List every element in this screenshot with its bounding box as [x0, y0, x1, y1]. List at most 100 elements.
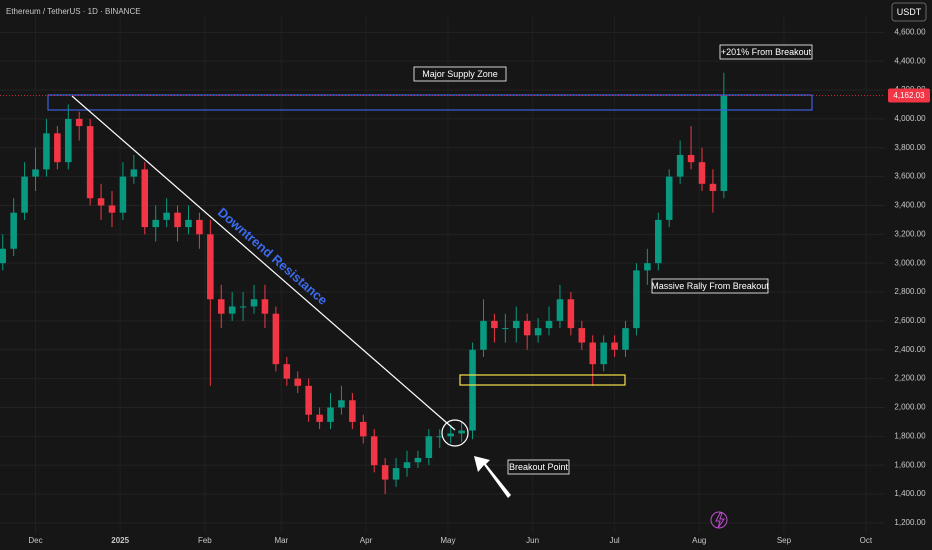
y-tick-label: 3,200.00 — [894, 229, 926, 238]
y-tick-label: 1,400.00 — [894, 489, 926, 498]
candle-body — [141, 169, 149, 228]
candle-body — [174, 212, 181, 228]
candle-body — [600, 342, 607, 365]
y-tick-label: 2,800.00 — [894, 287, 926, 296]
axes: 1,200.00 1,400.00 1,600.00 1,800.00 2,000.00… — [0, 27, 930, 545]
candle-body — [676, 154, 684, 177]
candle-body — [633, 270, 640, 329]
last-price-label: 4,162.03 — [893, 91, 925, 100]
x-tick-label: Aug — [692, 536, 706, 545]
candle-body — [86, 126, 94, 199]
candle-body — [130, 169, 138, 177]
candle-body — [163, 212, 170, 220]
candles — [0, 72, 728, 495]
candle-body — [447, 433, 454, 437]
label-box — [507, 459, 570, 475]
last-price-box — [888, 88, 930, 103]
candle-body — [305, 385, 312, 415]
label-box — [413, 66, 507, 82]
candle-body — [578, 328, 586, 343]
candle-body — [217, 299, 225, 314]
candle-body — [338, 400, 345, 408]
label-box — [651, 278, 769, 294]
y-tick-label: 1,800.00 — [894, 431, 926, 440]
candle-body — [108, 205, 116, 213]
candle-body — [250, 299, 258, 307]
candle-body — [272, 313, 280, 365]
candle-body — [392, 468, 400, 480]
currency: USDT — [897, 7, 922, 17]
candle-body — [360, 421, 367, 437]
candle-body — [239, 306, 247, 308]
y-tick-label: 1,600.00 — [894, 460, 926, 469]
x-tick-label: Jun — [526, 536, 539, 545]
candle-body — [294, 378, 302, 386]
y-tick-label: 4,600.00 — [894, 27, 926, 36]
candle-body — [327, 407, 334, 422]
candle-body — [458, 430, 465, 434]
y-tick-label: 2,000.00 — [894, 403, 926, 412]
candle-body — [480, 320, 487, 350]
x-tick-label: Jul — [609, 536, 619, 545]
y-tick-label: 3,000.00 — [894, 258, 926, 267]
chart-title: Ethereum / TetherUS · 1D · BINANCE — [6, 7, 141, 16]
candle-body — [523, 320, 531, 336]
candle-body — [43, 133, 50, 170]
candle-body — [687, 154, 695, 163]
candle-body — [370, 436, 378, 466]
candle-body — [21, 176, 28, 213]
x-tick-label: 2025 — [111, 536, 129, 545]
x-tick-label: May — [440, 536, 455, 545]
candle-body — [655, 219, 662, 264]
annotation: Major Supply Zone — [422, 69, 498, 79]
candle-body — [403, 462, 411, 469]
candle-body — [567, 299, 575, 329]
x-tick-label: Sep — [777, 536, 792, 545]
y-tick-label: 3,600.00 — [894, 172, 926, 181]
supply-zone-box — [47, 94, 813, 111]
candle-body — [665, 176, 673, 220]
y-tick-label: 1,200.00 — [894, 518, 926, 527]
candle-body — [152, 219, 159, 228]
candle-body — [502, 328, 509, 330]
candle-body — [185, 219, 192, 228]
candle-body — [119, 176, 127, 213]
label-box — [719, 44, 813, 60]
y-tick-label: 3,400.00 — [894, 201, 926, 210]
candle-body — [283, 364, 291, 379]
support-box — [459, 374, 626, 386]
candle-body — [534, 328, 542, 336]
candle-body — [644, 263, 651, 271]
x-tick-label: Dec — [28, 536, 42, 545]
candle-body — [349, 400, 356, 422]
candle-body — [65, 118, 72, 163]
candle-body — [97, 198, 105, 206]
icon-ring — [710, 511, 728, 529]
candle-body — [709, 183, 717, 192]
candle-body — [622, 328, 629, 350]
annotation: +201% From Breakout — [721, 47, 812, 57]
x-tick-label: Feb — [198, 536, 212, 545]
candle-body — [720, 95, 728, 192]
candle-body — [491, 320, 498, 329]
arrow — [474, 456, 511, 498]
y-tick-label: 2,600.00 — [894, 316, 926, 325]
candle-body — [436, 436, 444, 438]
candle-body — [0, 248, 7, 264]
candle-body — [381, 465, 389, 480]
annotation: Breakout Point — [509, 462, 569, 472]
candle-body — [414, 457, 422, 463]
y-tick-label: 3,800.00 — [894, 143, 926, 152]
candle-body — [512, 320, 520, 329]
candle-body — [207, 234, 214, 300]
y-tick-label: 2,400.00 — [894, 345, 926, 354]
y-tick-label: 4,000.00 — [894, 114, 926, 123]
candle-body — [196, 219, 203, 235]
candle-body — [316, 414, 323, 422]
candle-body — [228, 306, 236, 314]
x-tick-label: Oct — [860, 536, 873, 545]
candle-body — [698, 162, 706, 184]
breakout-circle — [441, 419, 469, 447]
trend-line — [71, 95, 456, 431]
candle-body — [425, 436, 433, 458]
